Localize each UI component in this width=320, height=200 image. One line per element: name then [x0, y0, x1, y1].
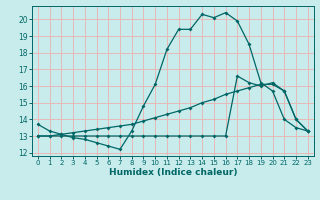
X-axis label: Humidex (Indice chaleur): Humidex (Indice chaleur) [108, 168, 237, 177]
